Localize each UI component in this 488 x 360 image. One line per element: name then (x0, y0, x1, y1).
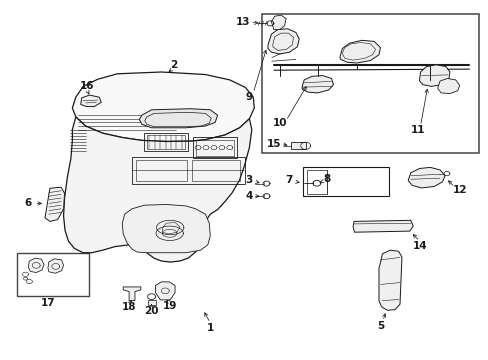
Polygon shape (150, 224, 188, 244)
Polygon shape (139, 109, 217, 128)
Text: 19: 19 (162, 301, 177, 311)
Bar (146, 135, 184, 149)
Text: 11: 11 (410, 125, 425, 135)
Text: 8: 8 (323, 174, 329, 184)
Polygon shape (63, 117, 251, 262)
Bar (193, 137, 237, 158)
Text: 18: 18 (121, 302, 136, 312)
Text: 7: 7 (284, 175, 292, 185)
Bar (132, 157, 244, 184)
Bar (303, 167, 388, 196)
Text: 10: 10 (272, 118, 286, 128)
Polygon shape (407, 167, 444, 188)
Polygon shape (45, 187, 64, 221)
Polygon shape (339, 40, 380, 63)
Polygon shape (267, 29, 299, 54)
Text: 12: 12 (451, 185, 466, 195)
Polygon shape (437, 78, 459, 94)
Text: 3: 3 (245, 175, 252, 185)
Polygon shape (72, 72, 254, 141)
Polygon shape (28, 258, 44, 273)
Polygon shape (378, 250, 401, 310)
Bar (17, 253, 89, 296)
Text: 14: 14 (412, 240, 427, 251)
Text: 15: 15 (266, 139, 281, 149)
Text: 17: 17 (41, 298, 55, 308)
Text: 9: 9 (245, 92, 252, 102)
Text: 16: 16 (80, 81, 94, 91)
Text: 4: 4 (245, 191, 253, 201)
Polygon shape (147, 300, 155, 305)
Text: 1: 1 (206, 323, 213, 333)
Text: 6: 6 (25, 198, 32, 208)
Polygon shape (48, 259, 63, 273)
Bar (195, 140, 233, 156)
Polygon shape (155, 282, 175, 300)
Text: 20: 20 (144, 306, 159, 316)
Bar (136, 160, 187, 181)
Bar (261, 14, 478, 153)
Text: 13: 13 (236, 17, 250, 27)
Polygon shape (290, 142, 305, 149)
Polygon shape (81, 95, 101, 107)
Polygon shape (419, 65, 449, 86)
Text: 2: 2 (170, 60, 177, 70)
Bar (306, 170, 326, 194)
Polygon shape (123, 287, 141, 301)
Polygon shape (271, 15, 285, 30)
Bar (191, 160, 239, 181)
Bar (144, 133, 188, 151)
Polygon shape (122, 204, 210, 253)
Text: 5: 5 (376, 321, 383, 331)
Polygon shape (352, 220, 412, 232)
Polygon shape (302, 76, 333, 93)
